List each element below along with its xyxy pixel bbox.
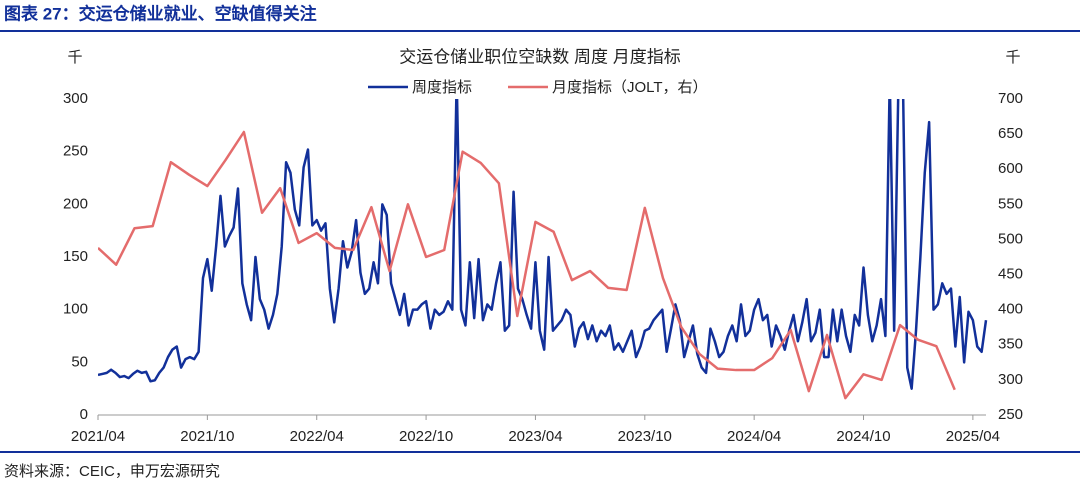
x-tick-label: 2024/10 (836, 428, 890, 445)
series-line (98, 130, 956, 400)
series-line (98, 99, 988, 390)
y2-tick-label: 500 (998, 230, 1023, 247)
y-tick-label: 150 (63, 248, 88, 265)
x-tick-label: 2023/10 (618, 428, 672, 445)
x-tick-label: 2025/04 (946, 428, 1000, 445)
y-unit: 千 (67, 49, 82, 66)
y2-tick-label: 250 (998, 406, 1023, 423)
y2-tick-label: 450 (998, 266, 1023, 283)
y-tick-label: 250 (63, 143, 88, 160)
legend-label: 周度指标 (412, 79, 472, 96)
y-tick-label: 300 (63, 90, 88, 107)
y2-tick-label: 350 (998, 336, 1023, 353)
y2-tick-label: 550 (998, 195, 1023, 212)
y2-tick-label: 300 (998, 371, 1023, 388)
x-tick-label: 2021/10 (180, 428, 234, 445)
y2-tick-label: 700 (998, 90, 1023, 107)
y-tick-label: 200 (63, 195, 88, 212)
y2-tick-label: 650 (998, 125, 1023, 142)
x-tick-label: 2022/10 (399, 428, 453, 445)
y2-unit: 千 (1005, 49, 1020, 66)
legend-label: 月度指标（JOLT，右） (552, 79, 708, 96)
x-tick-label: 2024/04 (727, 428, 781, 445)
y2-tick-label: 400 (998, 301, 1023, 318)
y-tick-label: 0 (80, 406, 88, 423)
y-tick-label: 50 (71, 353, 88, 370)
x-tick-label: 2021/04 (71, 428, 125, 445)
source: 资料来源：CEIC，申万宏源研究 (4, 463, 220, 480)
chart-title: 交运仓储业职位空缺数 周度 月度指标 (399, 47, 680, 66)
plot-area (98, 99, 988, 400)
y2-tick-label: 600 (998, 160, 1023, 177)
x-tick-label: 2023/04 (508, 428, 562, 445)
header: 图表 27：交运仓储业就业、空缺值得关注 (4, 3, 317, 23)
x-tick-label: 2022/04 (290, 428, 344, 445)
y-tick-label: 100 (63, 301, 88, 318)
